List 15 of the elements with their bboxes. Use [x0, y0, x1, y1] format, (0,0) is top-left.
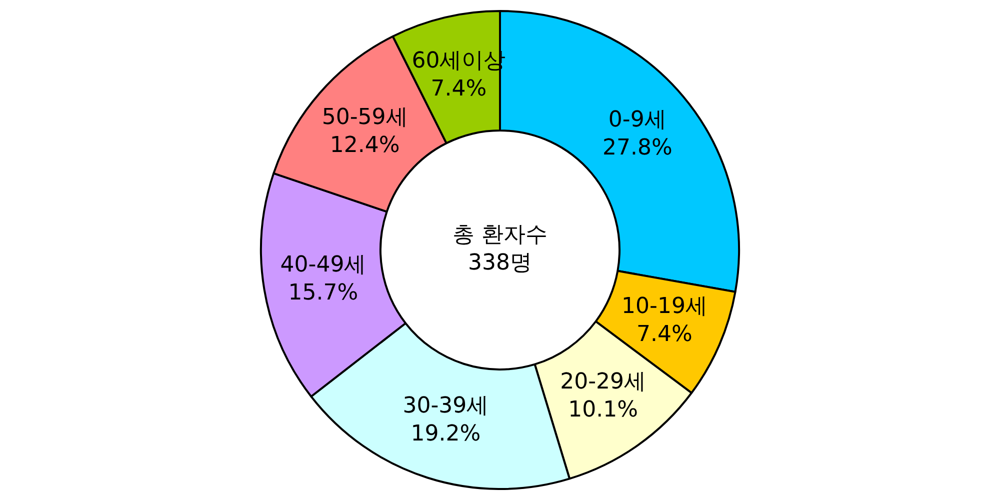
data-label: 27.8%	[602, 136, 672, 161]
data-label: 12.4%	[330, 133, 400, 158]
data-label: 7.4%	[636, 322, 692, 347]
slice-label: 0-9세	[608, 108, 666, 133]
data-label: 19.2%	[410, 422, 481, 447]
slice-label: 50-59세	[322, 105, 408, 130]
text: 338명	[468, 250, 532, 276]
slice-label: 40-49세	[280, 252, 366, 278]
slice-label: 30-39세	[402, 394, 489, 419]
slice-label: 10-19세	[622, 294, 708, 319]
slice-label: 20-29세	[560, 369, 646, 394]
data-label: 10.1%	[568, 397, 638, 422]
data-label: 15.7%	[288, 280, 358, 306]
text: 총 환자수	[452, 222, 548, 248]
data-label: 7.4%	[430, 76, 487, 102]
